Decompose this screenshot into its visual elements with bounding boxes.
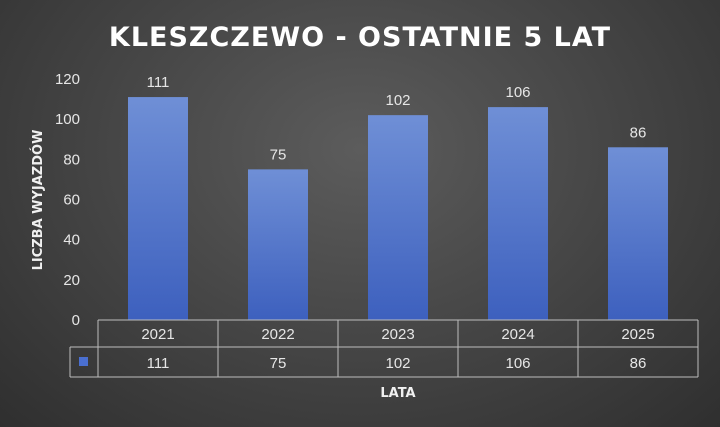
table-value-cell: 75 — [270, 355, 287, 372]
data-label: 75 — [270, 146, 287, 163]
table-header-cell: 2023 — [381, 326, 414, 343]
y-tick-label: 20 — [63, 272, 80, 289]
legend-key — [79, 357, 88, 366]
table-value-cell: 106 — [505, 355, 530, 372]
table-header-cell: 2025 — [621, 326, 654, 343]
data-label: 106 — [505, 84, 530, 101]
data-labels: 111 75 102 106 86 — [147, 74, 647, 163]
data-table: 2021 2022 2023 2024 2025 111 75 102 106 86 — [69, 319, 699, 378]
bar — [368, 115, 428, 321]
table-value-cell: 86 — [630, 355, 647, 372]
y-axis-title: LICZBA WYJAZDÓW — [30, 130, 46, 271]
bar — [248, 169, 308, 320]
data-label: 111 — [147, 74, 170, 91]
table-header-cell: 2021 — [141, 326, 174, 343]
bar — [488, 107, 548, 320]
y-tick-label: 0 — [72, 312, 80, 329]
bar — [608, 147, 668, 320]
x-axis-title: LATA — [380, 386, 415, 401]
table-value-cell: 102 — [385, 355, 410, 372]
table-header-cell: 2022 — [261, 326, 294, 343]
y-tick-label: 100 — [55, 111, 80, 128]
y-axis-ticks: 0 20 40 60 80 100 120 — [55, 71, 80, 329]
y-tick-label: 80 — [63, 151, 80, 168]
data-label: 102 — [385, 92, 410, 109]
data-label: 86 — [630, 124, 647, 141]
chart-title: KLESZCZEWO - OSTATNIE 5 LAT — [109, 22, 611, 53]
table-value-cell: 111 — [147, 355, 170, 372]
bars — [128, 97, 668, 321]
y-tick-label: 60 — [63, 192, 80, 209]
y-tick-label: 40 — [63, 232, 80, 249]
table-header-cell: 2024 — [501, 326, 534, 343]
bar — [128, 97, 188, 320]
y-tick-label: 120 — [55, 71, 80, 88]
